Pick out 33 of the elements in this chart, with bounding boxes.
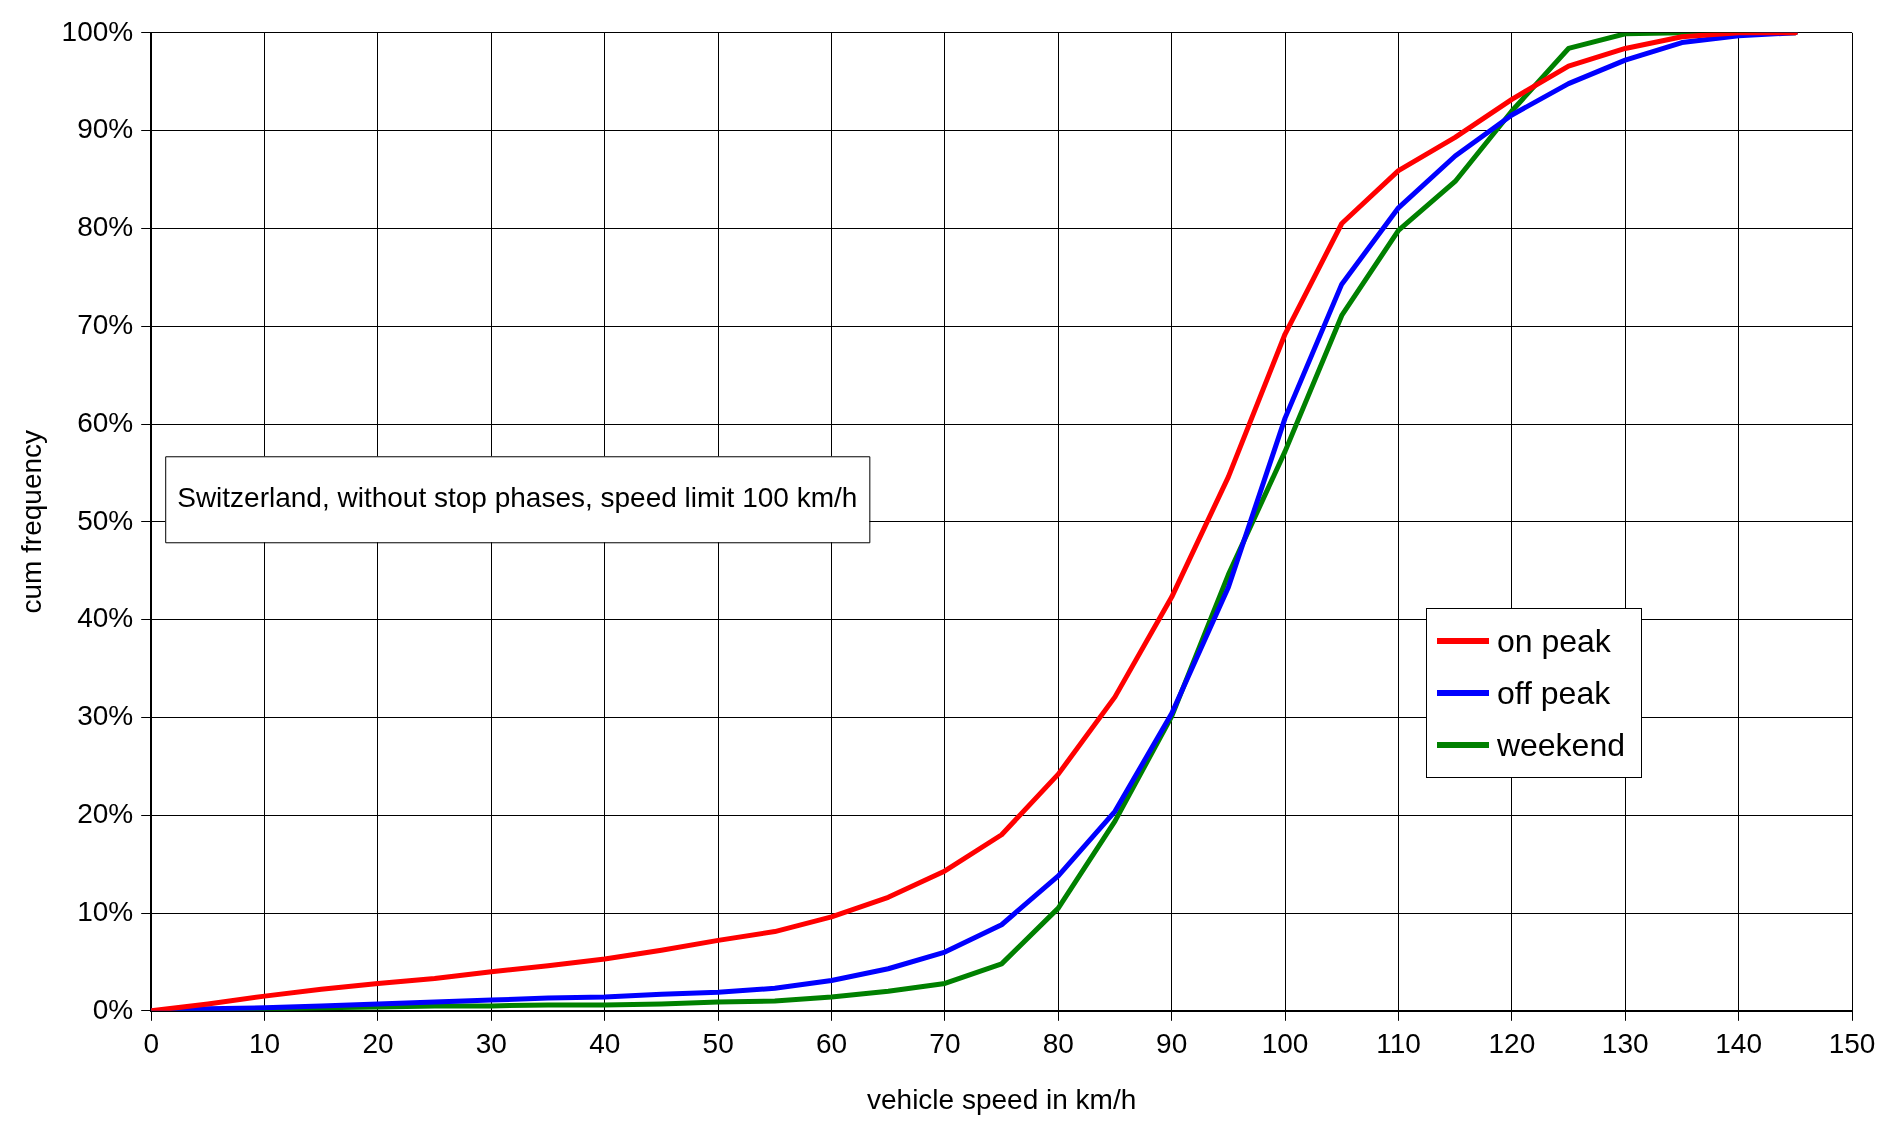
x-tick-label: 70 <box>929 1028 961 1060</box>
legend-label: off peak <box>1496 674 1611 712</box>
y-tick-label: 10% <box>77 895 134 927</box>
x-tick-label: 30 <box>475 1028 507 1060</box>
x-tick-label: 120 <box>1488 1028 1536 1060</box>
x-tick-label: 10 <box>249 1028 281 1060</box>
y-tick-label: 100% <box>61 15 134 47</box>
y-tick-label: 70% <box>77 308 134 340</box>
x-tick-label: 110 <box>1376 1028 1421 1060</box>
x-tick-label: 40 <box>589 1028 621 1060</box>
y-tick-label: 60% <box>77 406 134 438</box>
y-axis-title: cum frequency <box>15 429 47 614</box>
x-tick-label: 130 <box>1601 1028 1649 1060</box>
x-tick-label: 80 <box>1042 1028 1074 1060</box>
annotation: Switzerland, without stop phases, speed limit 100 km/h <box>177 481 858 513</box>
y-tick-label: 40% <box>77 602 134 634</box>
x-tick-label: 140 <box>1715 1028 1762 1060</box>
x-tick-label: 100 <box>1261 1028 1309 1060</box>
y-tick-label: 30% <box>77 700 134 732</box>
y-tick-label: 20% <box>77 797 134 829</box>
y-tick-label: 80% <box>77 211 134 243</box>
x-tick-label: 150 <box>1828 1028 1876 1060</box>
x-tick-label: 0 <box>143 1028 159 1060</box>
y-tick-label: 90% <box>77 113 134 145</box>
y-tick-label: 0% <box>92 993 134 1025</box>
x-tick-label: 60 <box>815 1028 848 1060</box>
x-tick-label: 90 <box>1156 1028 1188 1060</box>
legend-label: weekend <box>1496 726 1625 764</box>
x-tick-label: 20 <box>362 1028 394 1060</box>
legend-label: on peak <box>1496 622 1611 660</box>
y-tick-label: 50% <box>77 504 134 536</box>
x-tick-label: 50 <box>702 1028 734 1060</box>
x-axis-title: vehicle speed in km/h <box>866 1083 1137 1115</box>
